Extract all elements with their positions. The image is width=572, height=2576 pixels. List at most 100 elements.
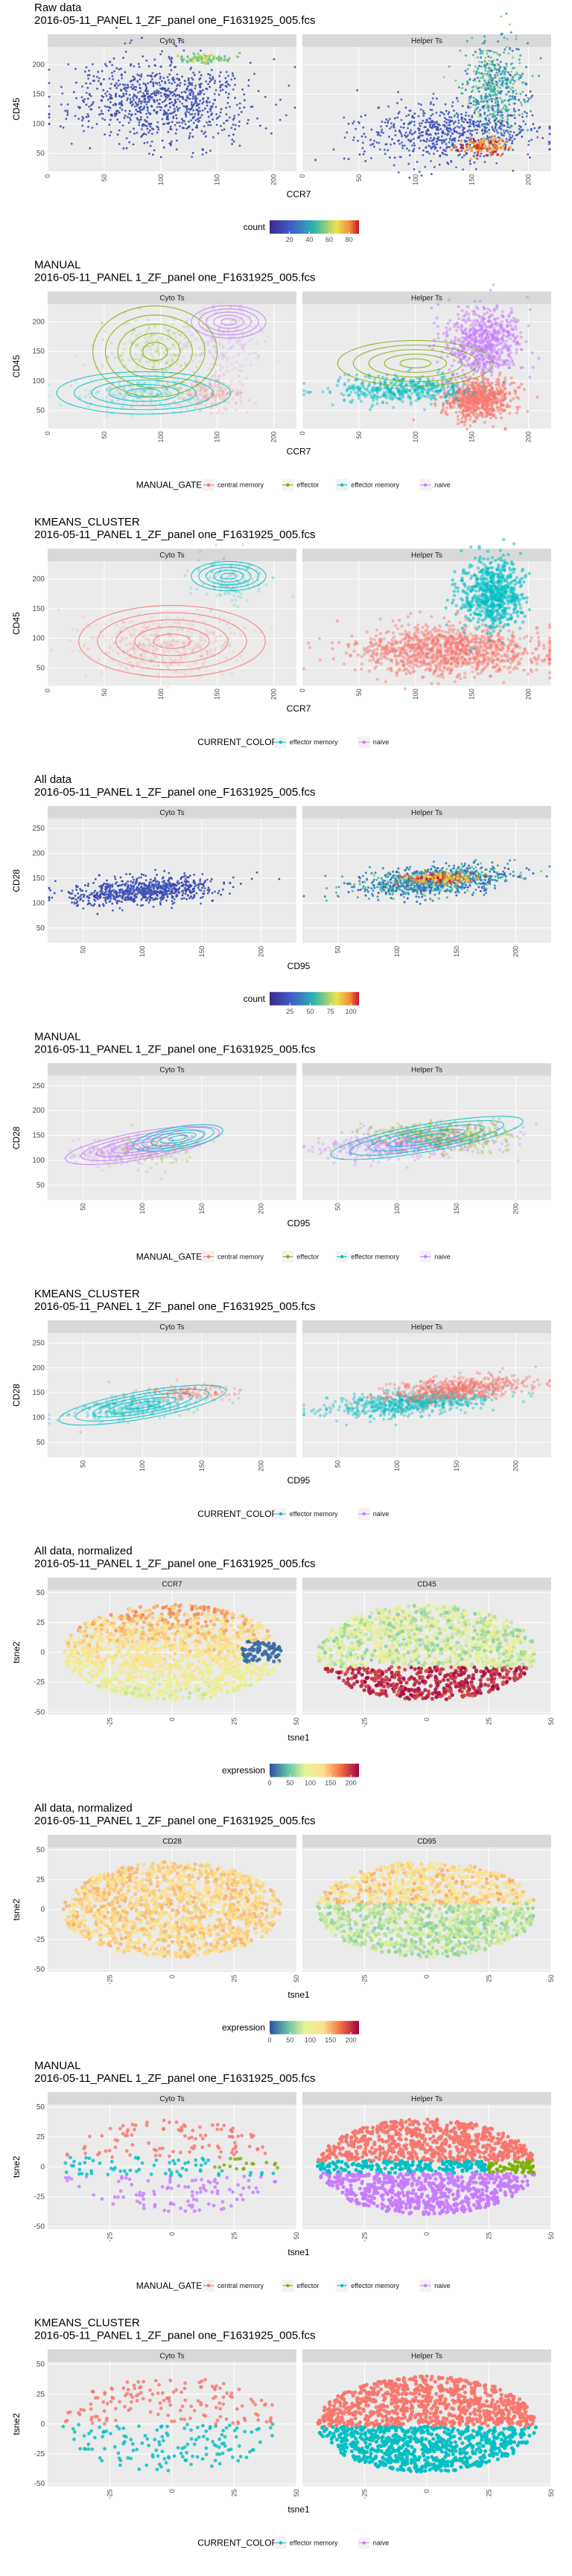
data-point xyxy=(471,115,473,117)
data-point xyxy=(459,340,462,343)
data-point xyxy=(121,351,124,354)
data-point xyxy=(413,144,416,147)
data-point xyxy=(489,95,492,98)
data-point xyxy=(115,390,118,393)
data-point xyxy=(147,128,149,130)
data-point xyxy=(474,109,476,112)
data-point xyxy=(112,75,114,77)
data-point xyxy=(107,109,109,112)
data-point xyxy=(492,149,495,152)
data-point xyxy=(217,386,220,389)
data-point xyxy=(203,93,206,95)
data-point xyxy=(457,313,460,316)
data-point xyxy=(423,408,426,411)
data-point xyxy=(114,103,116,105)
data-point xyxy=(439,147,442,149)
data-point xyxy=(138,124,140,127)
data-point xyxy=(483,313,486,316)
data-point xyxy=(448,141,451,144)
data-point xyxy=(220,324,223,327)
data-point xyxy=(368,382,371,385)
data-point xyxy=(232,355,235,358)
data-point xyxy=(226,102,229,104)
data-point xyxy=(420,135,422,137)
data-point xyxy=(461,411,464,414)
data-point xyxy=(497,74,499,77)
data-point xyxy=(188,77,190,80)
data-point xyxy=(247,353,250,356)
data-point xyxy=(515,35,518,37)
data-point xyxy=(494,117,496,119)
data-point xyxy=(475,396,478,399)
data-point xyxy=(424,166,426,168)
data-point xyxy=(216,57,219,60)
data-point xyxy=(481,325,484,327)
data-point xyxy=(436,138,438,140)
data-point xyxy=(472,97,474,99)
data-point xyxy=(60,125,62,127)
data-point xyxy=(496,59,498,61)
data-point xyxy=(223,128,226,130)
data-point xyxy=(214,310,217,313)
data-point xyxy=(188,135,191,137)
data-point xyxy=(139,91,142,93)
data-point xyxy=(467,362,470,365)
data-point xyxy=(481,385,484,388)
data-point xyxy=(60,103,63,106)
data-point xyxy=(207,97,209,99)
data-point xyxy=(445,110,448,112)
data-point xyxy=(514,138,516,140)
data-point xyxy=(136,97,138,99)
data-point xyxy=(172,77,174,79)
data-point xyxy=(149,130,151,132)
data-point xyxy=(424,126,426,128)
x-tick-label: 200 xyxy=(525,432,533,443)
data-point xyxy=(360,391,363,394)
data-point xyxy=(413,150,415,153)
data-point xyxy=(465,327,468,330)
data-point xyxy=(212,345,215,348)
data-point xyxy=(188,121,190,123)
data-point xyxy=(461,330,464,333)
data-point xyxy=(530,138,533,141)
data-point xyxy=(426,138,428,141)
data-point xyxy=(82,116,84,118)
x-tick-label: 100 xyxy=(412,432,419,443)
data-point xyxy=(492,115,494,118)
data-point xyxy=(493,391,496,394)
data-point xyxy=(144,124,146,127)
data-point xyxy=(421,391,424,394)
data-point xyxy=(497,63,499,65)
data-point xyxy=(256,354,259,357)
data-point xyxy=(180,350,183,353)
colorbar xyxy=(270,220,359,234)
data-point xyxy=(462,132,464,135)
data-point xyxy=(110,95,112,97)
data-point xyxy=(419,128,421,130)
x-tick-label: 0 xyxy=(299,432,306,435)
data-point xyxy=(124,117,126,119)
data-point xyxy=(113,70,115,72)
data-point xyxy=(101,100,103,102)
data-point xyxy=(422,154,424,156)
data-point xyxy=(448,65,451,68)
data-point xyxy=(504,391,507,394)
data-point xyxy=(364,135,366,138)
data-point xyxy=(512,50,514,52)
data-point xyxy=(478,65,480,67)
data-point xyxy=(498,77,500,80)
data-point xyxy=(471,335,474,338)
data-point xyxy=(159,82,161,84)
data-point xyxy=(528,376,531,379)
data-point xyxy=(238,369,241,372)
data-point xyxy=(109,61,112,63)
data-point xyxy=(468,137,470,139)
data-point xyxy=(169,112,171,115)
data-point xyxy=(211,69,213,71)
data-point xyxy=(464,409,467,412)
data-point xyxy=(444,153,446,156)
data-point xyxy=(235,55,238,58)
data-point xyxy=(498,121,500,123)
